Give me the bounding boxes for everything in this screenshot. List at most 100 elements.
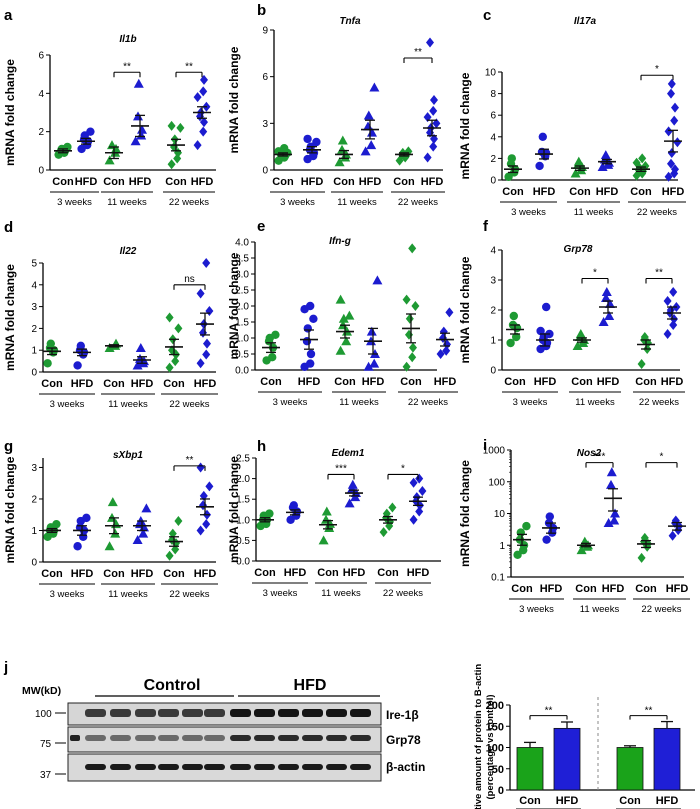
data-point [405, 329, 413, 340]
y-axis-title: mRNA fold change [3, 456, 17, 563]
band-grp78 [135, 735, 156, 741]
marker-37: 37 [40, 770, 52, 781]
x-tick-label: Con [52, 176, 74, 188]
sig-label: ** [655, 268, 663, 279]
x-tick-label: HFD [298, 376, 321, 388]
band-grp78 [278, 735, 299, 741]
bar-sig-label: ** [545, 706, 553, 717]
data-point [575, 329, 586, 338]
y-tick-label: 0 [31, 368, 37, 379]
group-label: 3 weeks [50, 589, 85, 600]
data-point [667, 148, 676, 158]
y-tick-label: 0.5 [236, 536, 250, 547]
y-tick-label: 1.0 [236, 515, 250, 526]
western-blot-panel: j MW(kD) Control HFD 100 75 37 Ire-1β Gr… [3, 659, 425, 782]
x-tick-label: HFD [533, 186, 556, 198]
y-tick-label: 6 [490, 111, 496, 122]
band-actin [110, 764, 131, 770]
sig-label: * [401, 463, 405, 474]
y-tick-label: 9 [262, 26, 268, 37]
data-point [202, 258, 211, 268]
y-axis-title: mRNA fold change [227, 456, 241, 563]
data-point [318, 535, 329, 545]
data-point [610, 508, 620, 518]
y-tick-label: 0 [31, 558, 37, 569]
data-point [668, 530, 677, 541]
x-tick-label: HFD [534, 376, 557, 388]
data-point [303, 134, 312, 144]
data-point [572, 341, 583, 350]
group-label: 3 weeks [519, 604, 554, 615]
panel-letter-j: j [3, 659, 8, 676]
group-label: 22 weeks [169, 197, 209, 208]
band-ire1b [158, 709, 179, 717]
data-point [205, 481, 214, 492]
bar-x-label: Con [519, 795, 541, 807]
y-tick-label: 2.0 [236, 474, 250, 485]
band-label-actin: β-actin [386, 760, 425, 774]
x-tick-label: HFD [662, 186, 685, 198]
sig-label: ** [414, 47, 422, 58]
data-point [604, 311, 615, 320]
band-grp78 [326, 735, 347, 741]
bar-y-tick-label: 0 [498, 785, 504, 797]
data-point [344, 498, 355, 508]
panel-letter-a: a [4, 7, 13, 24]
ladder-band [70, 735, 80, 741]
y-tick-label: 6 [38, 51, 44, 62]
data-point [171, 356, 180, 367]
y-tick-label: 0.0 [235, 366, 249, 377]
y-tick-label: 8 [490, 89, 496, 100]
data-point [442, 345, 451, 356]
y-axis-title: mRNA fold change [3, 59, 17, 166]
panel-letter-i: i [483, 437, 487, 454]
data-point [667, 158, 675, 169]
data-point [601, 287, 612, 296]
band-actin [85, 764, 106, 770]
x-tick-label: Con [511, 583, 533, 595]
y-tick-label: 3.5 [235, 254, 249, 265]
sig-label: *** [594, 452, 606, 463]
data-point [174, 516, 183, 527]
data-point [671, 102, 679, 113]
panel-title: Edem1 [332, 448, 365, 459]
data-point [429, 105, 438, 116]
group-label-control: Control [144, 677, 201, 694]
data-point [63, 142, 72, 152]
data-point [402, 294, 411, 305]
y-tick-label: 4 [31, 280, 37, 291]
y-tick-label: 4 [490, 132, 496, 143]
data-point [344, 310, 355, 320]
panel-letter-g: g [4, 438, 13, 455]
y-axis-title: mRNA fold change [227, 252, 241, 359]
y-axis-title: mRNA fold change [227, 46, 241, 153]
bar-y-tick-label: 150 [486, 721, 504, 733]
sig-label: * [593, 268, 597, 279]
bar-y-tick-label: 100 [486, 743, 504, 755]
data-point [669, 287, 678, 297]
y-tick-label: 0 [262, 166, 268, 177]
bar-x-label: Con [619, 795, 641, 807]
group-label: 11 weeks [580, 604, 620, 615]
y-tick-label: 1.5 [235, 318, 249, 329]
data-point [363, 361, 374, 371]
x-tick-label: Con [569, 186, 591, 198]
data-point [545, 512, 554, 521]
bar [516, 747, 544, 791]
data-point [606, 479, 616, 489]
data-point [321, 514, 331, 524]
group-label: 22 weeks [169, 589, 209, 600]
x-tick-label: Con [165, 176, 187, 188]
x-tick-label: Con [571, 376, 593, 388]
data-point [429, 141, 438, 152]
x-tick-label: Con [41, 568, 63, 580]
data-point [405, 313, 414, 324]
x-tick-label: HFD [301, 176, 324, 188]
data-point [174, 323, 183, 334]
data-point [601, 293, 611, 302]
panel-title: Il17a [574, 16, 597, 27]
data-point [423, 152, 432, 163]
data-point [86, 127, 95, 136]
sig-label: ns [184, 274, 195, 285]
data-point [167, 159, 176, 170]
